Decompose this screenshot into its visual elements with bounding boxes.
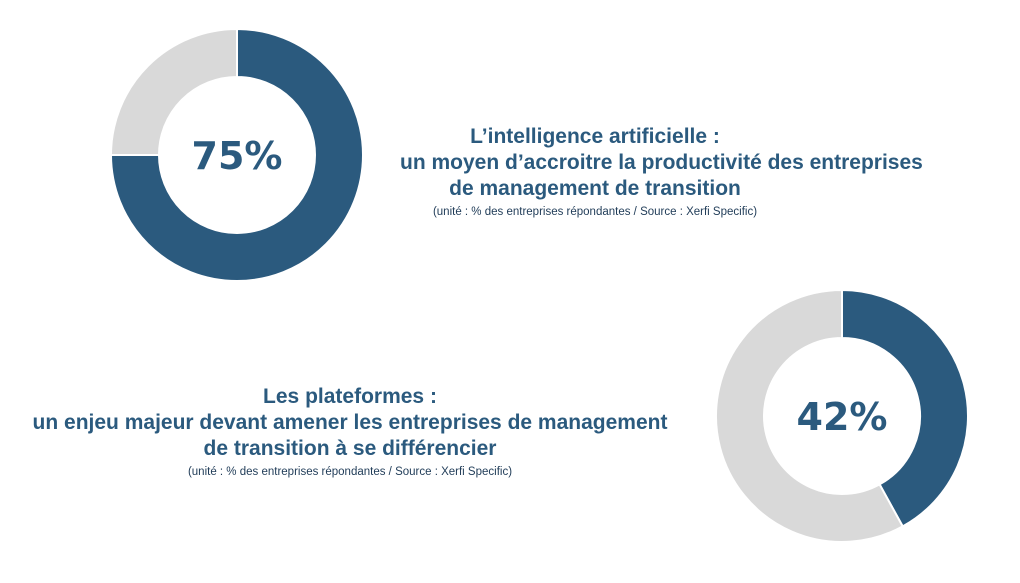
donut-center-label: 75% [192, 134, 283, 178]
caption-source: (unité : % des entreprises répondantes /… [187, 466, 513, 478]
donut-center-label: 42% [797, 395, 888, 439]
donut-chart-platforms: 42% [715, 289, 969, 543]
donut-chart-ai-svg: 75% [110, 28, 364, 282]
donut-chart-platforms-svg: 42% [715, 289, 969, 543]
donut-slice-value [110, 28, 364, 282]
donut-slice-remainder [715, 289, 905, 543]
caption-title-line: de transition à se différencier [203, 437, 497, 460]
caption-title-line: Les plateformes : [263, 385, 437, 408]
caption-title-line: un enjeu majeur devant amener les entrep… [32, 411, 668, 434]
caption-title-line: un moyen d’accroitre la productivité des… [400, 151, 923, 174]
donut-slice-remainder [110, 28, 238, 156]
chart-caption-ai: L’intelligence artificielle : un moyen d… [400, 124, 923, 220]
donut-slice-value [841, 289, 969, 528]
chart-caption-platforms: Les plateformes : un enjeu majeur devant… [20, 384, 680, 480]
caption-source: (unité : % des entreprises répondantes /… [432, 206, 758, 218]
caption-title-line: L’intelligence artificielle : [470, 125, 720, 148]
caption-title-line: de management de transition [449, 177, 741, 200]
donut-chart-ai: 75% [110, 28, 364, 282]
